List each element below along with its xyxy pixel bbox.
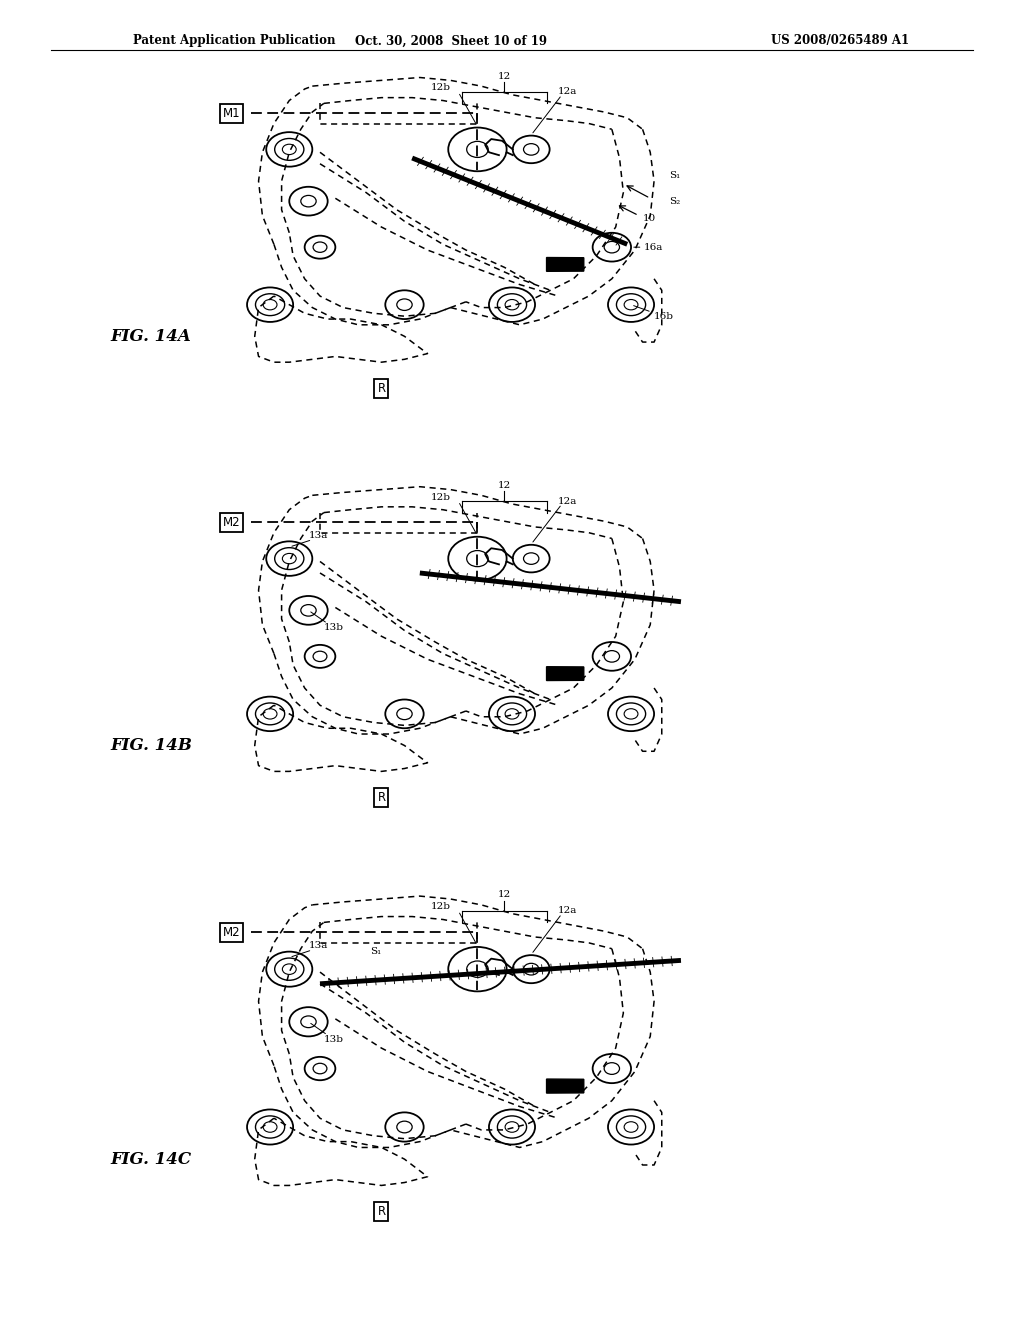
Text: S₂: S₂ xyxy=(670,197,681,206)
Text: R: R xyxy=(378,1205,385,1218)
Text: M1: M1 xyxy=(223,107,241,120)
Text: M2: M2 xyxy=(223,925,241,939)
Polygon shape xyxy=(547,257,584,272)
Text: 10: 10 xyxy=(643,214,655,223)
Text: Patent Application Publication: Patent Application Publication xyxy=(133,34,336,48)
Text: FIG. 14B: FIG. 14B xyxy=(111,737,191,754)
Text: M2: M2 xyxy=(223,516,241,529)
Text: S₁: S₁ xyxy=(370,948,381,956)
Text: FIG. 14C: FIG. 14C xyxy=(111,1151,191,1168)
Text: 13a: 13a xyxy=(308,531,328,540)
Text: 13a: 13a xyxy=(308,941,328,950)
Text: FIG. 14A: FIG. 14A xyxy=(111,327,191,345)
Text: Oct. 30, 2008  Sheet 10 of 19: Oct. 30, 2008 Sheet 10 of 19 xyxy=(354,34,547,48)
Text: 16a: 16a xyxy=(644,243,664,252)
Text: 12b: 12b xyxy=(430,83,451,92)
Polygon shape xyxy=(547,667,584,681)
Text: 12b: 12b xyxy=(430,492,451,502)
Text: 12: 12 xyxy=(498,480,511,490)
Text: 12b: 12b xyxy=(430,902,451,911)
Text: 13b: 13b xyxy=(324,1035,344,1044)
Text: S₁: S₁ xyxy=(670,170,681,180)
Text: R: R xyxy=(378,791,385,804)
Text: 12a: 12a xyxy=(558,907,578,915)
Text: 12: 12 xyxy=(498,71,511,81)
Text: 12a: 12a xyxy=(558,496,578,506)
Text: 16b: 16b xyxy=(654,312,674,321)
Text: US 2008/0265489 A1: US 2008/0265489 A1 xyxy=(771,34,908,48)
Text: 13b: 13b xyxy=(324,623,344,632)
Text: 12a: 12a xyxy=(558,87,578,96)
Polygon shape xyxy=(547,1078,584,1093)
Text: R: R xyxy=(378,381,385,395)
Text: 12: 12 xyxy=(498,891,511,899)
